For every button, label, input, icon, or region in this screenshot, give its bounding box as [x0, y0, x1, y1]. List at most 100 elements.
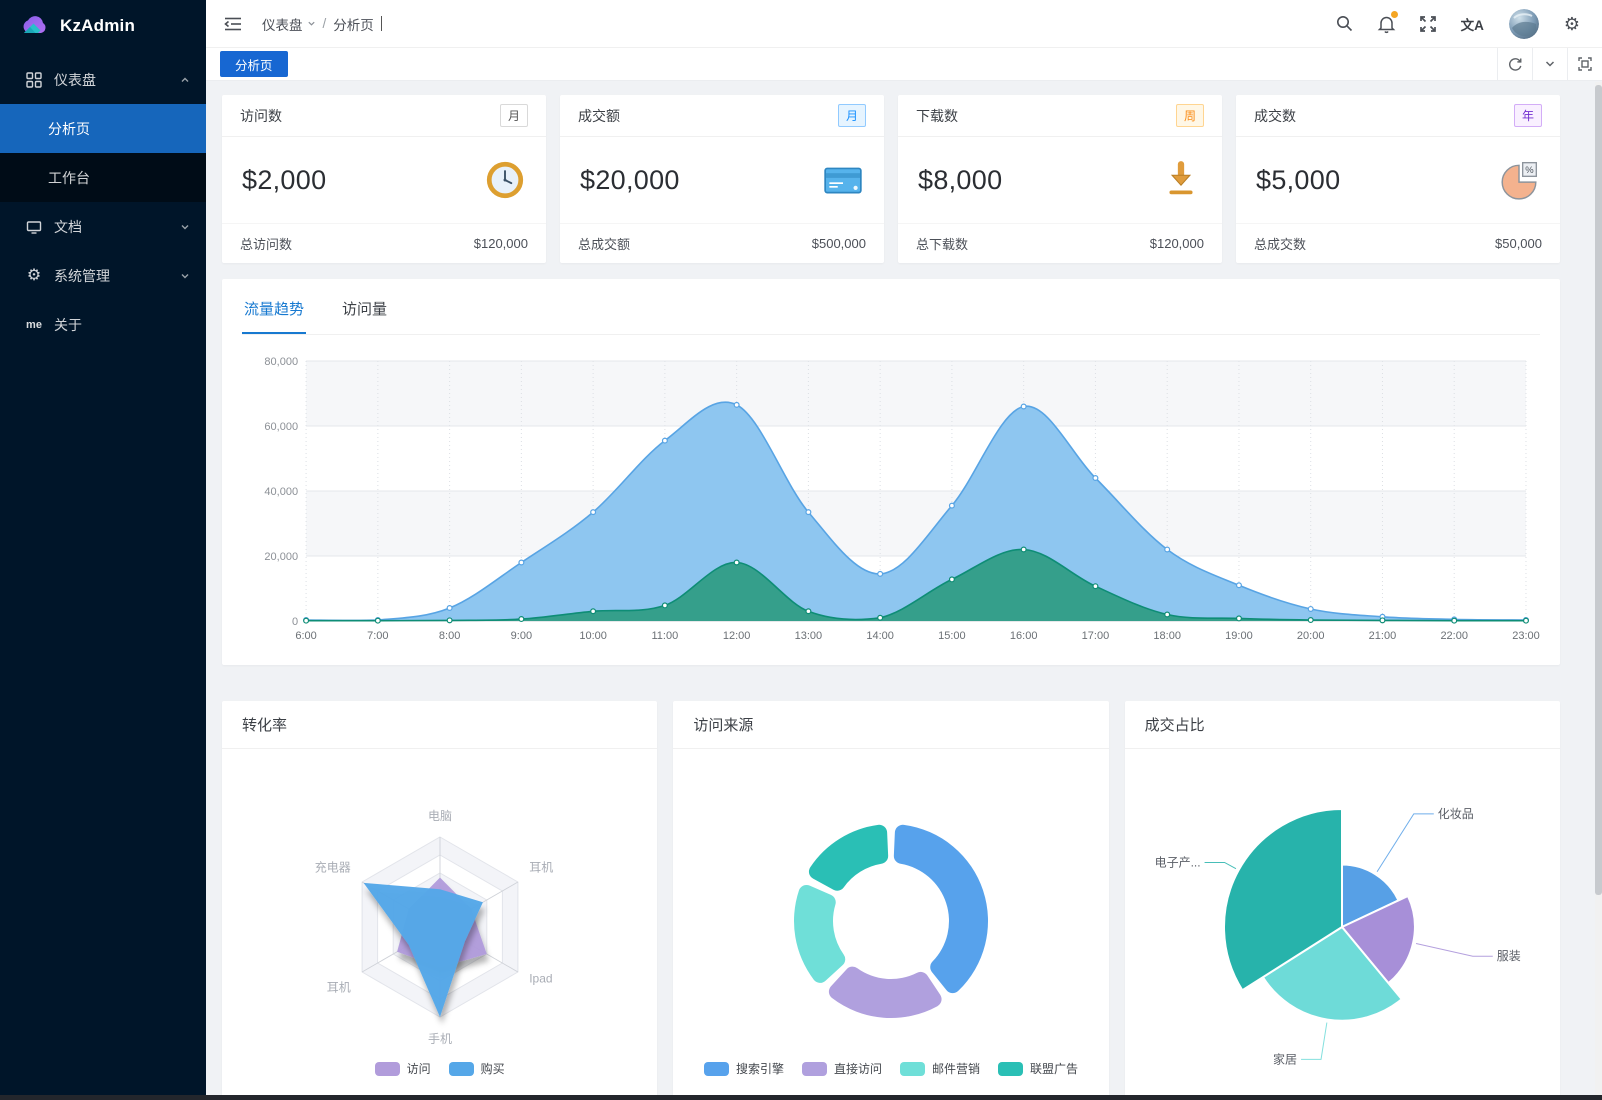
stat-card-body: $2,000: [222, 137, 546, 223]
svg-text:15:00: 15:00: [938, 630, 966, 642]
legend-item[interactable]: 邮件营销: [899, 1060, 980, 1077]
fullscreen-icon[interactable]: [1419, 15, 1436, 32]
stat-card-body: $8,000: [898, 137, 1222, 223]
stat-footer-value: $120,000: [473, 236, 528, 251]
stat-card-footer: 总下载数 $120,000: [898, 223, 1222, 263]
main-area: 仪表盘 / 分析页: [206, 0, 1602, 1100]
header: 仪表盘 / 分析页: [206, 0, 1602, 48]
sidebar-item-analysis[interactable]: 分析页: [0, 104, 206, 153]
period-badge[interactable]: 月: [499, 104, 528, 127]
legend-label: 邮件营销: [931, 1062, 980, 1076]
sidebar-submenu-dashboard: 分析页 工作台: [0, 104, 206, 202]
sidebar-item-system[interactable]: ⚙ 系统管理: [0, 251, 206, 300]
traffic-trend-area-chart[interactable]: 0 20,000 40,000 60,000 80,000 6:00 7:00 8:00 9:0…: [242, 349, 1540, 649]
stat-card-footer: 总访问数 $120,000: [222, 223, 546, 263]
period-badge[interactable]: 周: [1175, 104, 1204, 127]
stat-card-title: 成交数: [1254, 107, 1296, 124]
menu-fold-icon[interactable]: [224, 16, 242, 32]
chevron-down-icon: [307, 21, 315, 26]
svg-text:家居: 家居: [1273, 1051, 1297, 1066]
conversion-rate-card: 转化率 电脑 耳机 Ipad 手机 耳机 充电器 访问 购买: [222, 701, 658, 1100]
stat-footer-label: 总访问数: [240, 237, 293, 252]
stat-footer-label: 总成交数: [1254, 237, 1307, 252]
expand-frame-icon[interactable]: [1567, 48, 1602, 80]
stat-card-header: 成交数 年: [1236, 95, 1560, 137]
svg-text:23:00: 23:00: [1512, 630, 1540, 642]
refresh-icon[interactable]: [1497, 48, 1532, 80]
page-tab-analysis[interactable]: 分析页: [220, 51, 288, 77]
legend-label: 购买: [480, 1062, 505, 1076]
visit-source-card: 访问来源 搜索引擎 直接访问 邮件营销 联盟广告: [673, 701, 1109, 1100]
legend-item[interactable]: 搜索引擎: [703, 1060, 784, 1077]
tabbar-controls: [1497, 48, 1602, 80]
svg-text:6:00: 6:00: [295, 630, 316, 642]
monitor-icon: [24, 219, 44, 235]
trend-tabs: 流量趋势 访问量: [242, 279, 1540, 335]
traffic-trend-card: 流量趋势 访问量 0 20,000 40,000 60,000 80,000 6:00 7:…: [222, 279, 1560, 665]
chevron-down-icon: [180, 271, 190, 281]
period-badge[interactable]: 月: [837, 104, 866, 127]
notification-dot: [1390, 10, 1398, 18]
stat-card-title: 访问数: [240, 107, 282, 124]
app-title: KzAdmin: [60, 16, 136, 35]
header-actions: 文A ⚙: [1336, 8, 1580, 39]
stat-footer-value: $500,000: [811, 236, 866, 251]
legend-item[interactable]: 联盟广告: [998, 1060, 1078, 1077]
sidebar-item-workbench[interactable]: 工作台: [0, 153, 206, 202]
clock-icon: [486, 161, 524, 199]
breadcrumb-item-current[interactable]: 分析页: [333, 14, 374, 34]
svg-text:12:00: 12:00: [723, 630, 751, 642]
legend-item[interactable]: 购买: [448, 1060, 505, 1077]
sidebar-item-about[interactable]: me 关于: [0, 300, 206, 349]
scrollbar-thumb[interactable]: [1595, 85, 1602, 896]
stat-card-body: $5,000 %: [1236, 137, 1560, 223]
deal-share-card: 成交占比 化妆品 服装 家居 电子产...: [1124, 701, 1560, 1100]
svg-text:14:00: 14:00: [866, 630, 894, 642]
period-badge[interactable]: 年: [1513, 104, 1542, 127]
stat-footer-label: 总成交额: [578, 237, 631, 252]
svg-text:80,000: 80,000: [264, 356, 298, 368]
card-title: 成交占比: [1124, 701, 1560, 749]
settings-gear-icon[interactable]: ⚙: [1563, 13, 1580, 34]
sidebar: KzAdmin 仪表盘 分析页 工作台: [0, 0, 206, 1100]
stat-card-footer: 总成交额 $500,000: [560, 223, 884, 263]
stat-footer-label: 总下载数: [916, 237, 969, 252]
credit-card-icon: [824, 167, 862, 194]
stat-card-title: 下载数: [916, 107, 958, 124]
visit-source-donut-chart[interactable]: [692, 749, 1090, 1054]
search-icon[interactable]: [1336, 15, 1353, 32]
notifications-bell-icon[interactable]: [1377, 10, 1398, 33]
stat-value: $20,000: [580, 164, 680, 195]
pie-percent-icon: %: [1501, 161, 1538, 200]
translate-icon[interactable]: 文A: [1460, 17, 1484, 33]
chevron-down-icon[interactable]: [1532, 48, 1567, 80]
card-body: 搜索引擎 直接访问 邮件营销 联盟广告: [673, 749, 1108, 1100]
svg-text:11:00: 11:00: [652, 630, 679, 642]
text-caret: [380, 16, 382, 31]
sidebar-item-docs[interactable]: 文档: [0, 202, 206, 251]
breadcrumb-item[interactable]: 仪表盘: [262, 14, 316, 34]
vertical-scrollbar[interactable]: [1595, 82, 1602, 1095]
stat-card-deals: 成交数 年 $5,000 % 总成交数 $50,000: [1236, 95, 1560, 263]
tab-visit-volume[interactable]: 访问量: [342, 301, 388, 318]
stat-card-downloads: 下载数 周 $8,000 总下载数 $120,000: [898, 95, 1222, 263]
content-area: 访问数 月 $2,000 总访问数 $120,000: [206, 81, 1602, 1100]
legend-item[interactable]: 直接访问: [801, 1060, 882, 1077]
legend-item[interactable]: 访问: [374, 1060, 431, 1077]
tab-traffic-trend[interactable]: 流量趋势: [242, 284, 307, 334]
svg-text:耳机: 耳机: [529, 861, 553, 875]
sidebar-item-label: 分析页: [48, 120, 90, 137]
stat-value: $5,000: [1256, 164, 1341, 195]
stat-card-footer: 总成交数 $50,000: [1236, 223, 1560, 263]
donut-legend: 搜索引擎 直接访问 邮件营销 联盟广告: [703, 1060, 1078, 1077]
avatar[interactable]: [1508, 8, 1539, 39]
legend-swatch: [703, 1061, 729, 1076]
sidebar-item-dashboard[interactable]: 仪表盘: [0, 55, 206, 104]
sidebar-item-label: 关于: [54, 316, 82, 333]
legend-swatch: [998, 1061, 1023, 1076]
sidebar-item-label: 文档: [54, 218, 82, 235]
legend-label: 搜索引擎: [735, 1062, 784, 1076]
stat-cards-row: 访问数 月 $2,000 总访问数 $120,000: [222, 95, 1560, 263]
